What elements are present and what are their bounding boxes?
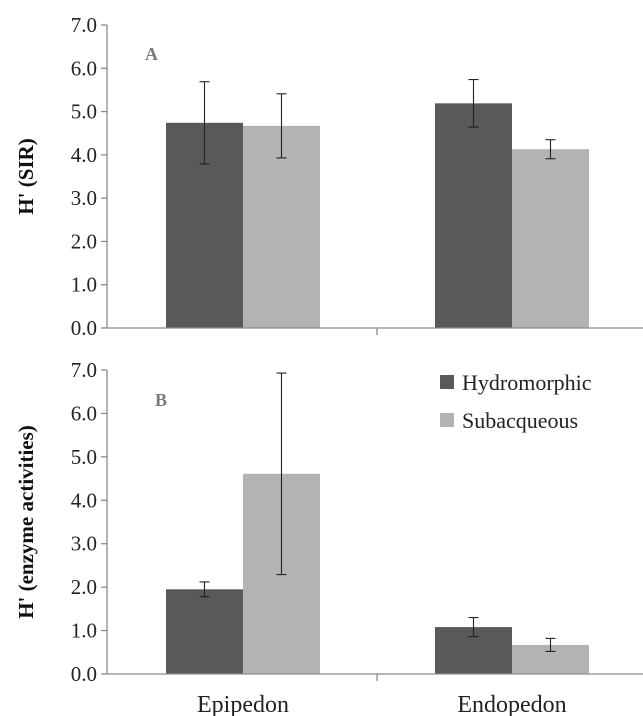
bar-subacqueous-epipedon — [243, 125, 320, 328]
y-tick-label: 0.0 — [71, 316, 97, 340]
y-tick-label: 3.0 — [71, 532, 97, 556]
legend-swatch-hydromorphic — [440, 375, 454, 389]
y-tick-label: 4.0 — [71, 143, 97, 167]
y-tick-label: 7.0 — [71, 13, 97, 37]
y-axis-label: H' (SIR) — [14, 138, 38, 214]
legend-label: Subacqueous — [462, 408, 578, 433]
bar-hydromorphic-endopedon — [435, 103, 512, 329]
y-tick-label: 2.0 — [71, 229, 97, 253]
bar-subacqueous-endopedon — [512, 149, 589, 328]
panel-label: A — [145, 44, 158, 64]
y-tick-label: 7.0 — [71, 358, 97, 382]
x-category-label: Epipedon — [197, 692, 289, 716]
bar-hydromorphic-epipedon — [166, 589, 243, 674]
y-tick-label: 1.0 — [71, 619, 97, 643]
legend-label: Hydromorphic — [462, 370, 592, 395]
y-tick-label: 2.0 — [71, 575, 97, 599]
panel-label: B — [155, 390, 167, 410]
y-tick-label: 1.0 — [71, 273, 97, 297]
y-tick-label: 4.0 — [71, 488, 97, 512]
y-tick-label: 0.0 — [71, 662, 97, 686]
y-tick-label: 3.0 — [71, 186, 97, 210]
legend-swatch-subacqueous — [440, 413, 454, 427]
y-tick-label: 6.0 — [71, 56, 97, 80]
y-tick-label: 5.0 — [71, 445, 97, 469]
y-tick-label: 6.0 — [71, 401, 97, 425]
y-tick-label: 5.0 — [71, 100, 97, 124]
y-axis-label: H' (enzyme activities) — [14, 425, 38, 619]
x-category-label: Endopedon — [457, 692, 566, 716]
